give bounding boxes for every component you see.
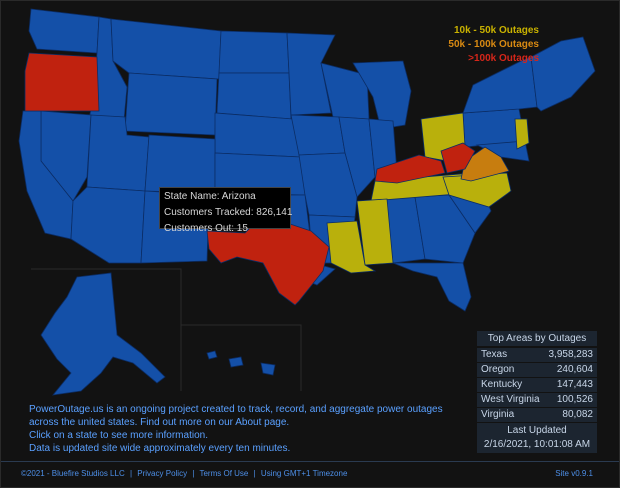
state-south-dakota[interactable] bbox=[216, 72, 292, 120]
tooltip-customers-tracked: Customers Tracked: 826,141 bbox=[164, 207, 293, 218]
top-area-value: 240,604 bbox=[556, 364, 593, 375]
top-area-state: Kentucky bbox=[481, 379, 523, 390]
footer: ©2021 - Bluefire Studios LLC | Privacy P… bbox=[1, 461, 619, 486]
about-line-2[interactable]: across the united states. Find out more … bbox=[29, 417, 290, 428]
state-colorado[interactable] bbox=[144, 134, 216, 194]
top-area-state: West Virginia bbox=[481, 394, 540, 405]
state-mississippi[interactable] bbox=[356, 198, 394, 266]
state-north-dakota[interactable] bbox=[218, 30, 290, 74]
top-areas-panel: Top Areas by Outages Texas 3,958,283 Ore… bbox=[477, 331, 597, 453]
state-alaska[interactable] bbox=[40, 272, 166, 396]
legend-item-10k-50k: 10k - 50k Outages bbox=[453, 25, 539, 36]
top-area-value: 147,443 bbox=[556, 379, 593, 390]
alaska-inset-frame bbox=[31, 268, 182, 391]
footer-copyright: ©2021 - Bluefire Studios LLC bbox=[21, 469, 125, 478]
top-area-row[interactable]: Texas 3,958,283 bbox=[477, 348, 597, 362]
top-area-value: 3,958,283 bbox=[548, 349, 594, 360]
footer-separator: | bbox=[192, 469, 195, 478]
last-updated: Last Updated 2/16/2021, 10:01:08 AM bbox=[477, 423, 597, 453]
legend-item-100k-plus: >100k Outages bbox=[468, 53, 539, 64]
footer-separator: | bbox=[129, 469, 133, 478]
state-new-england[interactable] bbox=[530, 36, 596, 112]
top-area-row[interactable]: Virginia 80,082 bbox=[477, 408, 597, 422]
state-minnesota[interactable] bbox=[286, 32, 336, 116]
privacy-policy-link[interactable]: Privacy Policy bbox=[137, 469, 188, 478]
state-hawaii-1[interactable] bbox=[206, 350, 218, 360]
state-iowa[interactable] bbox=[290, 114, 346, 156]
about-line-4: Data is updated site wide approximately … bbox=[29, 443, 291, 454]
top-area-state: Virginia bbox=[481, 409, 515, 420]
top-area-state: Texas bbox=[481, 349, 508, 360]
state-florida[interactable] bbox=[392, 262, 472, 312]
last-updated-label: Last Updated bbox=[507, 425, 567, 436]
tooltip-state-name: State Name: Arizona bbox=[164, 191, 256, 202]
state-hawaii-3[interactable] bbox=[260, 362, 276, 376]
about-text: PowerOutage.us is an ongoing project cre… bbox=[29, 403, 459, 455]
hawaii-inset-frame bbox=[181, 324, 302, 391]
state-nebraska[interactable] bbox=[214, 112, 302, 158]
timezone-link[interactable]: Using GMT+1 Timezone bbox=[260, 469, 348, 478]
top-areas-title: Top Areas by Outages bbox=[477, 331, 597, 346]
state-illinois[interactable] bbox=[338, 116, 376, 198]
state-washington[interactable] bbox=[28, 8, 100, 54]
top-area-row[interactable]: West Virginia 100,526 bbox=[477, 393, 597, 407]
state-hawaii-2[interactable] bbox=[228, 356, 244, 368]
footer-separator: | bbox=[253, 469, 256, 478]
top-area-value: 80,082 bbox=[562, 409, 593, 420]
state-west-virginia[interactable] bbox=[440, 142, 476, 174]
state-wyoming[interactable] bbox=[124, 72, 218, 136]
state-kentucky[interactable] bbox=[374, 154, 446, 184]
top-area-row[interactable]: Oregon 240,604 bbox=[477, 363, 597, 377]
top-area-value: 100,526 bbox=[556, 394, 593, 405]
state-louisiana[interactable] bbox=[326, 220, 377, 274]
legend-item-50k-100k: 50k - 100k Outages bbox=[448, 39, 539, 50]
state-michigan[interactable] bbox=[352, 60, 412, 130]
about-line-3: Click on a state to see more information… bbox=[29, 430, 208, 441]
about-line-1: PowerOutage.us is an ongoing project cre… bbox=[29, 404, 443, 415]
last-updated-value: 2/16/2021, 10:01:08 AM bbox=[483, 439, 591, 450]
state-new-jersey[interactable] bbox=[514, 118, 530, 150]
state-montana[interactable] bbox=[110, 18, 222, 80]
tooltip-customers-out: Customers Out: 15 bbox=[164, 223, 248, 234]
top-area-row[interactable]: Kentucky 147,443 bbox=[477, 378, 597, 392]
state-tooltip: State Name: Arizona Customers Tracked: 8… bbox=[159, 187, 293, 234]
site-version: Site v0.9.1 bbox=[555, 469, 593, 478]
state-arizona[interactable] bbox=[70, 186, 146, 264]
state-oregon[interactable] bbox=[24, 52, 100, 112]
top-area-state: Oregon bbox=[481, 364, 515, 375]
state-virginia[interactable] bbox=[460, 146, 510, 182]
state-new-york[interactable] bbox=[462, 56, 538, 114]
terms-of-use-link[interactable]: Terms Of Use bbox=[199, 469, 249, 478]
